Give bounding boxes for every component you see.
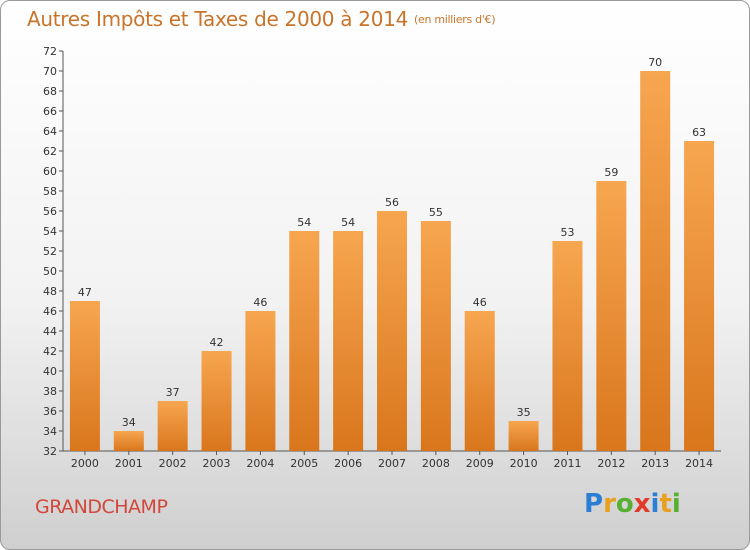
proxiti-logo: Proxiti — [584, 489, 681, 519]
x-tick-label: 2002 — [159, 457, 187, 470]
bar — [70, 301, 100, 451]
bar — [552, 241, 582, 451]
y-tick-label: 68 — [43, 85, 57, 98]
bar-chart: 32 34 36 38 40 42 44 46 48 50 52 54 56 58 60 62 64 66 68 70… — [1, 1, 750, 550]
bar — [333, 231, 363, 451]
bar — [202, 351, 232, 451]
x-tick-label: 2003 — [203, 457, 231, 470]
bar — [596, 181, 626, 451]
x-tick-label: 2014 — [685, 457, 713, 470]
bar — [421, 221, 451, 451]
x-tick-label: 2004 — [246, 457, 274, 470]
y-tick-label: 46 — [43, 305, 57, 318]
bar — [684, 141, 714, 451]
logo-letter: o — [616, 489, 634, 519]
bar-value-label: 34 — [122, 416, 136, 429]
y-tick-label: 38 — [43, 385, 57, 398]
bar-value-label: 35 — [517, 406, 531, 419]
bar — [640, 71, 670, 451]
x-tick-label: 2006 — [334, 457, 362, 470]
y-tick-label: 50 — [43, 265, 57, 278]
bar-value-label: 47 — [78, 286, 92, 299]
bar-value-label: 46 — [253, 296, 267, 309]
x-tick-label: 2012 — [597, 457, 625, 470]
bar-value-label: 53 — [560, 226, 574, 239]
y-tick-label: 48 — [43, 285, 57, 298]
location-name: GRANDCHAMP — [35, 496, 167, 518]
x-tick-label: 2010 — [510, 457, 538, 470]
bar — [158, 401, 188, 451]
bar — [114, 431, 144, 451]
bar-value-label: 59 — [604, 166, 618, 179]
bar-value-label: 70 — [648, 56, 662, 69]
y-tick-label: 34 — [43, 425, 57, 438]
logo-letter: i — [651, 489, 660, 519]
logo-letter: x — [634, 489, 651, 519]
y-tick-label: 56 — [43, 205, 57, 218]
bar-value-label: 46 — [473, 296, 487, 309]
y-tick-label: 32 — [43, 445, 57, 458]
bar-value-label: 56 — [385, 196, 399, 209]
y-tick-label: 40 — [43, 365, 57, 378]
x-tick-label: 2005 — [290, 457, 318, 470]
x-tick-label: 2001 — [115, 457, 143, 470]
bar — [289, 231, 319, 451]
y-tick-label: 64 — [43, 125, 57, 138]
y-tick-label: 52 — [43, 245, 57, 258]
y-tick-label: 70 — [43, 65, 57, 78]
y-tick-label: 58 — [43, 185, 57, 198]
x-tick-label: 2013 — [641, 457, 669, 470]
bar-value-label: 54 — [341, 216, 355, 229]
y-tick-label: 44 — [43, 325, 57, 338]
bar-value-label: 54 — [297, 216, 311, 229]
logo-letter: r — [603, 489, 616, 519]
y-tick-label: 60 — [43, 165, 57, 178]
bar — [377, 211, 407, 451]
logo-letter: t — [659, 489, 671, 519]
bar-value-label: 42 — [210, 336, 224, 349]
x-tick-label: 2009 — [466, 457, 494, 470]
chart-frame: Autres Impôts et Taxes de 2000 à 2014 (en… — [0, 0, 750, 550]
y-tick-label: 42 — [43, 345, 57, 358]
x-tick-label: 2000 — [71, 457, 99, 470]
y-tick-label: 72 — [43, 45, 57, 58]
x-tick-label: 2007 — [378, 457, 406, 470]
x-tick-label: 2008 — [422, 457, 450, 470]
bar-value-label: 37 — [166, 386, 180, 399]
bar — [245, 311, 275, 451]
y-tick-label: 62 — [43, 145, 57, 158]
bar-value-label: 55 — [429, 206, 443, 219]
logo-letter: i — [672, 489, 681, 519]
logo-letter: P — [584, 489, 603, 519]
y-tick-label: 66 — [43, 105, 57, 118]
bar — [465, 311, 495, 451]
y-tick-label: 36 — [43, 405, 57, 418]
x-tick-label: 2011 — [553, 457, 581, 470]
bar — [509, 421, 539, 451]
y-tick-label: 54 — [43, 225, 57, 238]
bar-value-label: 63 — [692, 126, 706, 139]
